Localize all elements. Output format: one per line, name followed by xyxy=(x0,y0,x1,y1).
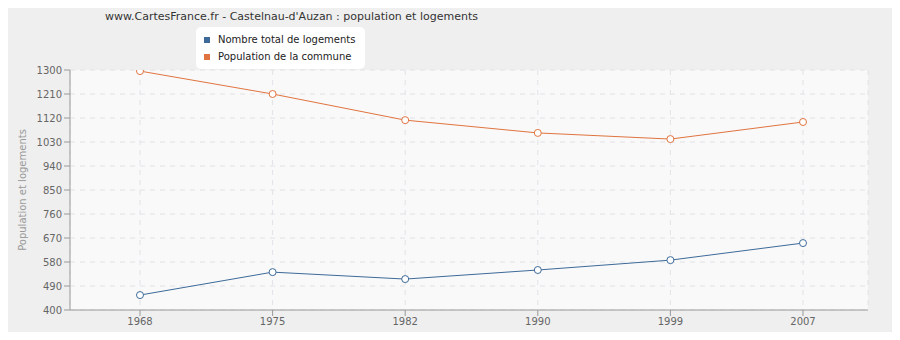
svg-text:490: 490 xyxy=(43,281,62,292)
svg-text:Population et logements: Population et logements xyxy=(17,129,28,251)
svg-text:1030: 1030 xyxy=(37,137,62,148)
svg-text:1982: 1982 xyxy=(392,316,417,327)
svg-text:1300: 1300 xyxy=(37,65,62,76)
html-text:Nombre total de logements: Nombre total de logements xyxy=(218,34,356,45)
svg-text:2007: 2007 xyxy=(790,316,815,327)
svg-text:1120: 1120 xyxy=(37,113,62,124)
svg-text:1210: 1210 xyxy=(37,89,62,100)
svg-text:1968: 1968 xyxy=(127,316,152,327)
svg-text:670: 670 xyxy=(43,233,62,244)
html-text:Population de la commune: Population de la commune xyxy=(218,51,352,62)
html-text:www.CartesFrance.fr - Castelna: www.CartesFrance.fr - Castelnau-d'Auzan … xyxy=(105,10,478,23)
svg-text:850: 850 xyxy=(43,185,62,196)
svg-text:760: 760 xyxy=(43,209,62,220)
svg-text:400: 400 xyxy=(43,305,62,316)
svg-text:940: 940 xyxy=(43,161,62,172)
svg-text:1999: 1999 xyxy=(658,316,683,327)
svg-text:580: 580 xyxy=(43,257,62,268)
svg-text:1990: 1990 xyxy=(525,316,550,327)
svg-text:1975: 1975 xyxy=(260,316,285,327)
